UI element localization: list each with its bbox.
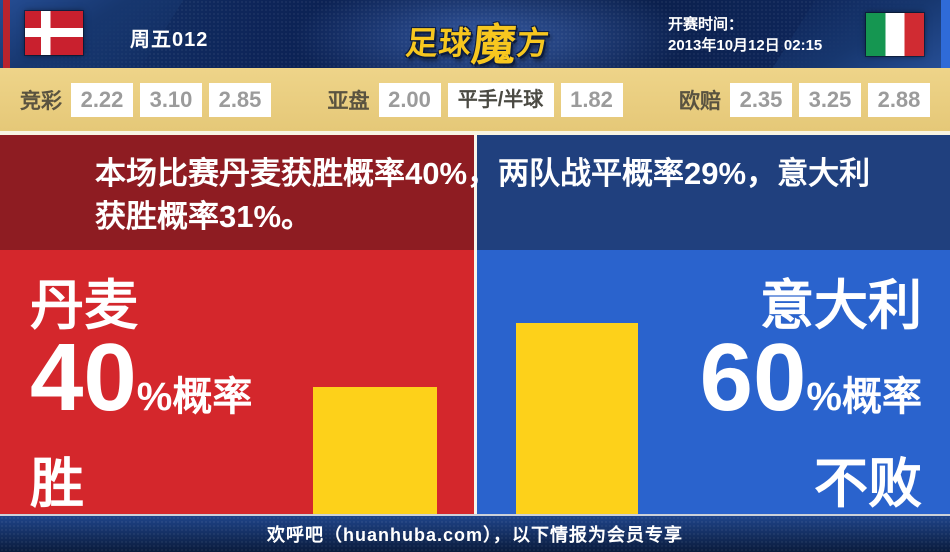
- summary-line-2: 获胜概率31%。: [95, 199, 313, 234]
- home-probability-text: 丹麦 40%概率 胜: [30, 278, 252, 512]
- away-team-half: 意大利 60%概率 不败: [477, 135, 950, 514]
- logo-part-3: 方: [515, 25, 552, 61]
- kickoff-time-label: 开赛时间：: [668, 16, 744, 33]
- probability-section: 丹麦 40%概率 胜 意大利 60%概率 不败 本场比赛丹麦获胜概率40%，两队…: [0, 135, 950, 514]
- footer-banner: 欢呼吧（huanhuba.com），以下情报为会员专享: [0, 514, 950, 552]
- italy-flag-icon: [866, 13, 924, 56]
- home-win-percent: 40: [30, 324, 137, 431]
- jingcai-away-odd: 2.85: [209, 82, 271, 117]
- match-code-label: 周五012: [130, 29, 209, 51]
- yapan-label: 亚盘: [327, 89, 370, 113]
- home-team-half: 丹麦 40%概率 胜: [0, 135, 474, 514]
- probability-summary: 本场比赛丹麦获胜概率40%，两队战平概率29%，意大利 获胜概率31%。: [95, 152, 895, 238]
- away-team-name: 意大利: [760, 276, 922, 336]
- away-percent-line: 60%概率: [700, 330, 922, 446]
- away-banner-background: [477, 135, 950, 250]
- home-team-name: 丹麦: [30, 276, 138, 336]
- home-panel: 丹麦 40%概率 胜: [0, 250, 474, 514]
- kickoff-time-value: 2013年10月12日 02:15: [668, 37, 823, 54]
- home-banner-background: [0, 135, 474, 250]
- header: 周五012 足球魔方 开赛时间： 2013年10月12日 02:15: [0, 0, 950, 68]
- yapan-home-odd: 2.00: [378, 82, 441, 117]
- away-probability-text: 意大利 60%概率 不败: [700, 278, 922, 512]
- home-probability-bar: [313, 387, 437, 514]
- home-percent-line: 40%概率: [30, 330, 253, 446]
- summary-line-1: 本场比赛丹麦获胜概率40%，两队战平概率29%，意大利: [95, 156, 871, 191]
- right-edge-blue-strip: [941, 0, 950, 68]
- home-percent-suffix: %概率: [136, 375, 253, 419]
- oupei-away-odd: 2.88: [868, 82, 930, 117]
- away-panel: 意大利 60%概率 不败: [477, 250, 950, 514]
- jingcai-draw-odd: 3.10: [140, 82, 202, 117]
- away-unbeaten-percent: 60: [699, 324, 807, 431]
- away-probability-bar: [516, 323, 638, 514]
- jingcai-home-odd: 2.22: [71, 82, 133, 117]
- odds-bar: 竞彩 2.22 3.10 2.85 亚盘 2.00 平手/半球 1.82 欧赔 …: [0, 68, 950, 131]
- yapan-odds-group: 亚盘 2.00 平手/半球 1.82: [327, 82, 623, 117]
- yapan-away-odd: 1.82: [560, 82, 623, 117]
- site-logo: 足球魔方: [403, 9, 553, 68]
- cream-separator: [0, 131, 950, 135]
- oupei-odds-group: 欧赔 2.35 3.25 2.88: [679, 82, 930, 117]
- left-edge-red-strip: [3, 0, 10, 68]
- yapan-handicap-value: 平手/半球: [447, 82, 554, 117]
- logo-part-2: 魔: [469, 21, 519, 68]
- center-divider: [474, 135, 477, 514]
- away-percent-suffix: %概率: [806, 375, 922, 419]
- home-outcome-label: 胜: [30, 454, 84, 514]
- footer-text: 欢呼吧（huanhuba.com），以下情报为会员专享: [266, 525, 683, 545]
- jingcai-odds-group: 竞彩 2.22 3.10 2.85: [20, 82, 271, 117]
- oupei-label: 欧赔: [679, 89, 721, 113]
- jingcai-label: 竞彩: [20, 89, 62, 113]
- logo-part-1: 足球: [404, 25, 474, 61]
- denmark-flag-icon: [25, 11, 83, 55]
- kickoff-time-block: 开赛时间： 2013年10月12日 02:15: [668, 14, 822, 56]
- oupei-draw-odd: 3.25: [799, 82, 861, 117]
- oupei-home-odd: 2.35: [730, 82, 792, 117]
- away-outcome-label: 不败: [814, 454, 922, 514]
